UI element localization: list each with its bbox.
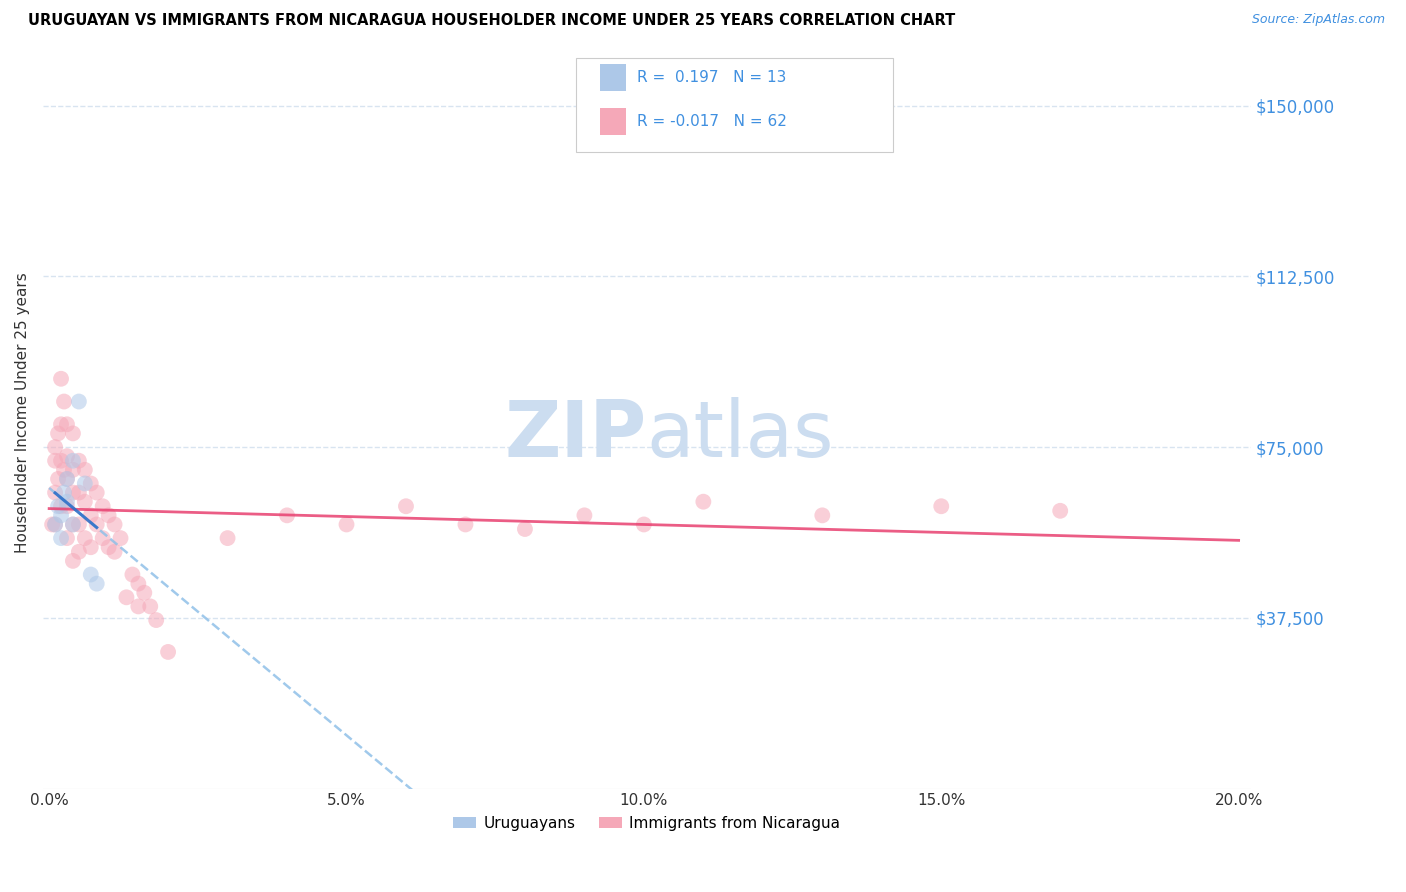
Point [56,531,79,545]
Point [56,494,79,508]
Point [49,531,72,545]
Point [86,485,108,500]
Point [86,517,108,532]
Point [56,417,79,432]
Point [121,567,143,582]
Point [44,485,66,500]
Point [86,576,108,591]
Text: R = -0.017   N = 62: R = -0.017 N = 62 [637,114,787,128]
Point [62,454,84,468]
Point [49,417,72,432]
Point [276,508,298,523]
Point [44,517,66,532]
Point [127,599,149,614]
Point [145,613,167,627]
Point [574,508,596,523]
Point [811,508,834,523]
Point [335,517,357,532]
Point [56,500,79,514]
Point [97,508,120,523]
Point [49,500,72,514]
Point [67,517,90,532]
Point [44,454,66,468]
Point [49,508,72,523]
Point [80,540,103,554]
Point [67,394,90,409]
Point [53,394,76,409]
Y-axis label: Householder Income Under 25 years: Householder Income Under 25 years [15,273,30,553]
Point [115,591,138,605]
Point [49,454,72,468]
Point [62,485,84,500]
Point [80,508,103,523]
Point [513,522,536,536]
Point [73,463,96,477]
Point [157,645,180,659]
Point [73,531,96,545]
Point [44,440,66,454]
Point [91,500,114,514]
Point [1049,504,1071,518]
Point [67,545,90,559]
Text: ZIP: ZIP [505,398,647,474]
Text: atlas: atlas [647,398,834,474]
Point [633,517,655,532]
Point [217,531,239,545]
Point [67,485,90,500]
Point [103,545,125,559]
Point [97,540,120,554]
Point [692,494,714,508]
Point [62,554,84,568]
Point [56,472,79,486]
Point [127,576,149,591]
Point [62,517,84,532]
Point [56,472,79,486]
Point [46,500,69,514]
Legend: Uruguayans, Immigrants from Nicaragua: Uruguayans, Immigrants from Nicaragua [447,810,846,838]
Point [41,517,63,532]
Point [56,449,79,463]
Point [134,586,156,600]
Point [46,472,69,486]
Point [67,454,90,468]
Point [44,517,66,532]
Text: R =  0.197   N = 13: R = 0.197 N = 13 [637,70,786,85]
Point [454,517,477,532]
Point [91,531,114,545]
Point [110,531,132,545]
Point [139,599,162,614]
Text: URUGUAYAN VS IMMIGRANTS FROM NICARAGUA HOUSEHOLDER INCOME UNDER 25 YEARS CORRELA: URUGUAYAN VS IMMIGRANTS FROM NICARAGUA H… [28,13,955,29]
Point [73,494,96,508]
Point [395,500,418,514]
Point [46,426,69,441]
Point [103,517,125,532]
Point [80,476,103,491]
Point [80,567,103,582]
Point [62,463,84,477]
Point [929,500,952,514]
Point [62,426,84,441]
Point [73,476,96,491]
Point [62,517,84,532]
Point [53,485,76,500]
Text: Source: ZipAtlas.com: Source: ZipAtlas.com [1251,13,1385,27]
Point [53,463,76,477]
Point [49,372,72,386]
